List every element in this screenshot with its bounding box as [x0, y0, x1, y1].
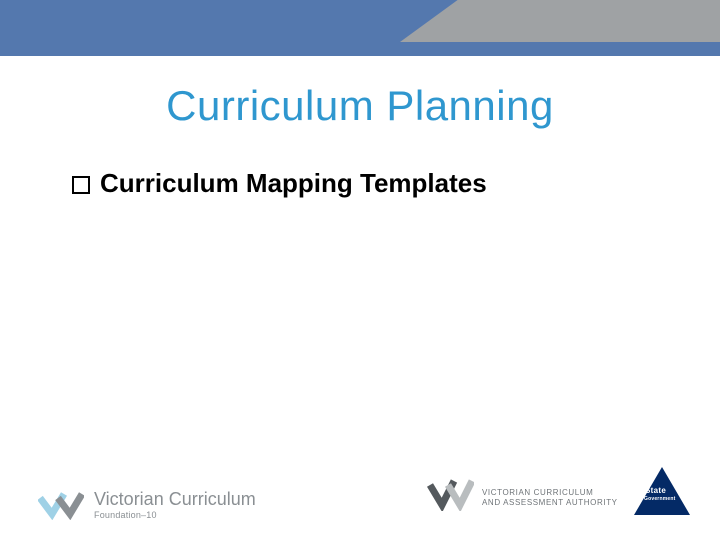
bullet-item: Curriculum Mapping Templates	[72, 168, 487, 199]
slide-title: Curriculum Planning	[0, 82, 720, 130]
vc-subline: Foundation–10	[94, 511, 256, 520]
vcaa-line1: VICTORIAN CURRICULUM	[482, 488, 618, 498]
vic-sub: Government	[644, 497, 675, 502]
vc-wordmark: Victorian Curriculum Foundation–10	[94, 490, 256, 520]
vc-mark-icon	[38, 490, 84, 520]
vc-word2: Curriculum	[169, 489, 256, 509]
vic-label: State	[645, 486, 666, 495]
victoria-state-gov-logo: State Government	[634, 467, 690, 520]
vcaa-text: VICTORIAN CURRICULUM AND ASSESSMENT AUTH…	[482, 488, 618, 508]
bullet-text: Curriculum Mapping Templates	[100, 168, 487, 199]
vcaa-mark-icon	[426, 479, 474, 516]
vic-triangle-icon: State Government	[634, 467, 690, 520]
victorian-curriculum-logo: Victorian Curriculum Foundation–10	[38, 490, 256, 520]
vc-word1: Victorian	[94, 489, 164, 509]
slide: Curriculum Planning Curriculum Mapping T…	[0, 0, 720, 540]
vcaa-logo: VICTORIAN CURRICULUM AND ASSESSMENT AUTH…	[426, 479, 618, 516]
footer: Victorian Curriculum Foundation–10 VICTO…	[0, 466, 720, 520]
checkbox-bullet-icon	[72, 176, 90, 194]
vcaa-line2: AND ASSESSMENT AUTHORITY	[482, 498, 618, 508]
